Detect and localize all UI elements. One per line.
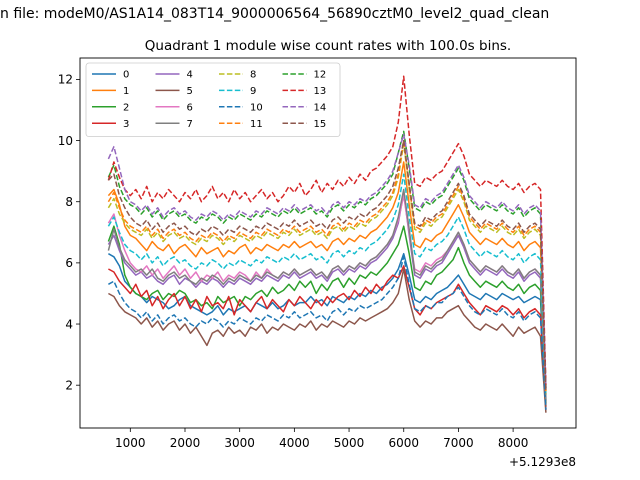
legend-label-13: 13 [314, 86, 327, 97]
legend-label-10: 10 [250, 102, 263, 113]
series-line-5 [108, 268, 547, 413]
y-tick-label: 4 [65, 317, 73, 331]
series-line-11 [107, 139, 547, 395]
legend-label-12: 12 [314, 70, 327, 81]
x-tick-label: 7000 [443, 436, 474, 450]
legend-label-1: 1 [123, 86, 129, 97]
series-line-13 [107, 75, 547, 386]
legend-label-15: 15 [314, 119, 327, 130]
y-tick-label: 2 [65, 378, 73, 392]
series-line-10 [108, 256, 547, 410]
legend-label-9: 9 [250, 86, 256, 97]
y-tick-label: 6 [65, 256, 73, 270]
y-axis-ticks: 2 4 6 8 10 12 [58, 73, 80, 392]
y-tick-label: 8 [65, 195, 73, 209]
y-tick-label: 10 [58, 134, 73, 148]
x-tick-label: 2000 [170, 436, 201, 450]
x-tick-label: 3000 [224, 436, 255, 450]
x-tick-label: 6000 [388, 436, 419, 450]
plot-lines [107, 75, 547, 413]
series-line-7 [107, 188, 547, 401]
figure-suptitle: n file: modeM0/AS1A14_083T14_9000006564_… [0, 6, 549, 22]
series-line-15 [107, 139, 547, 392]
x-axis-offset-label: +5.1293e8 [509, 455, 576, 469]
legend-label-8: 8 [250, 70, 256, 81]
legend-label-3: 3 [123, 119, 129, 130]
chart-title: Quadrant 1 module wise count rates with … [145, 38, 511, 54]
series-line-12 [107, 130, 547, 389]
legend-label-2: 2 [123, 102, 129, 113]
series-line-4 [107, 191, 547, 401]
legend-label-4: 4 [187, 70, 193, 81]
series-line-14 [107, 133, 547, 389]
legend-label-0: 0 [123, 70, 129, 81]
series-line-8 [107, 142, 547, 395]
x-tick-label: 8000 [498, 436, 529, 450]
series-line-2 [107, 225, 547, 404]
legend-label-11: 11 [250, 119, 263, 130]
x-axis-ticks: 1000 2000 3000 4000 5000 6000 7000 8000 [115, 428, 528, 450]
y-tick-label: 12 [58, 73, 73, 87]
legend-label-5: 5 [187, 86, 193, 97]
series-line-3 [108, 265, 547, 410]
legend-label-7: 7 [187, 119, 193, 130]
axes-frame [79, 57, 577, 429]
series-line-9 [107, 173, 547, 398]
legend-label-14: 14 [314, 102, 327, 113]
x-tick-label: 4000 [279, 436, 310, 450]
legend-box [85, 62, 341, 137]
x-tick-label: 1000 [115, 436, 146, 450]
series-line-1 [107, 161, 547, 392]
series-line-0 [108, 252, 547, 407]
legend-label-6: 6 [187, 102, 193, 113]
x-tick-label: 5000 [334, 436, 365, 450]
